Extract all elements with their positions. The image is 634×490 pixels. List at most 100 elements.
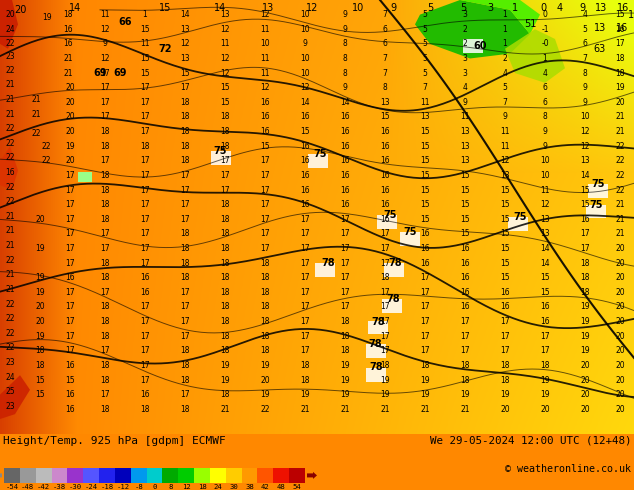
Text: 12: 12 xyxy=(260,83,269,92)
Text: 13: 13 xyxy=(460,156,470,165)
Text: 13: 13 xyxy=(460,127,470,136)
Text: 3: 3 xyxy=(463,69,467,77)
Text: 10: 10 xyxy=(300,10,310,19)
Text: 9: 9 xyxy=(342,24,347,34)
Text: 17: 17 xyxy=(260,156,270,165)
Text: 18: 18 xyxy=(301,361,310,370)
Polygon shape xyxy=(0,146,18,190)
Text: 17: 17 xyxy=(300,302,310,312)
Text: 18: 18 xyxy=(180,112,190,122)
Text: 16: 16 xyxy=(65,273,75,282)
Text: 16: 16 xyxy=(300,156,310,165)
Text: 21: 21 xyxy=(420,405,430,414)
Text: 13: 13 xyxy=(540,215,550,224)
Bar xyxy=(211,151,231,165)
Text: 1: 1 xyxy=(512,3,518,13)
Text: 54: 54 xyxy=(293,484,301,490)
Text: 17: 17 xyxy=(100,83,110,92)
Bar xyxy=(257,468,273,483)
Bar xyxy=(368,320,388,334)
Text: 18: 18 xyxy=(180,361,190,370)
Text: 18: 18 xyxy=(220,215,230,224)
Text: 15: 15 xyxy=(580,200,590,209)
Text: 12: 12 xyxy=(182,484,191,490)
Text: 18: 18 xyxy=(220,112,230,122)
Text: 11: 11 xyxy=(100,10,110,19)
Text: 22: 22 xyxy=(615,156,624,165)
Text: 16: 16 xyxy=(300,171,310,180)
Text: 17: 17 xyxy=(140,215,150,224)
Text: 22: 22 xyxy=(5,256,15,265)
Text: 17: 17 xyxy=(140,171,150,180)
Text: 19: 19 xyxy=(500,390,510,399)
Text: 75: 75 xyxy=(592,179,605,189)
Text: 20: 20 xyxy=(615,405,625,414)
Bar xyxy=(289,468,305,483)
Text: 13: 13 xyxy=(220,10,230,19)
Text: 22: 22 xyxy=(5,343,15,352)
Text: 15: 15 xyxy=(420,186,430,195)
Bar xyxy=(273,468,289,483)
Text: 17: 17 xyxy=(100,112,110,122)
Text: 9: 9 xyxy=(302,39,307,49)
Text: 15: 15 xyxy=(420,142,430,150)
Text: 19: 19 xyxy=(580,332,590,341)
Text: 17: 17 xyxy=(300,346,310,355)
Bar xyxy=(508,217,528,231)
Text: 11: 11 xyxy=(540,186,550,195)
Text: 16: 16 xyxy=(460,273,470,282)
Text: 17: 17 xyxy=(140,302,150,312)
Text: 10: 10 xyxy=(580,112,590,122)
Text: 78: 78 xyxy=(369,363,383,372)
Text: 17: 17 xyxy=(420,317,430,326)
Text: 17: 17 xyxy=(540,346,550,355)
Text: 17: 17 xyxy=(260,244,270,253)
Text: 15: 15 xyxy=(420,200,430,209)
Text: 23: 23 xyxy=(5,52,15,61)
Text: 17: 17 xyxy=(100,390,110,399)
Text: 15: 15 xyxy=(420,156,430,165)
Text: 16: 16 xyxy=(300,186,310,195)
Text: 16: 16 xyxy=(65,390,75,399)
Text: 17: 17 xyxy=(340,244,350,253)
Text: 16: 16 xyxy=(340,142,350,150)
Text: 13: 13 xyxy=(460,142,470,150)
Text: 17: 17 xyxy=(380,259,390,268)
Text: 16: 16 xyxy=(580,215,590,224)
Text: 4: 4 xyxy=(543,69,547,77)
Text: 21: 21 xyxy=(5,95,15,104)
Text: 11: 11 xyxy=(500,127,510,136)
Text: 17: 17 xyxy=(140,375,150,385)
Text: 20: 20 xyxy=(5,10,15,19)
Bar xyxy=(226,468,242,483)
Text: 19: 19 xyxy=(65,142,75,150)
Text: 78: 78 xyxy=(371,317,385,326)
Text: 42: 42 xyxy=(261,484,270,490)
Text: 17: 17 xyxy=(65,332,75,341)
Text: 18: 18 xyxy=(615,69,624,77)
Text: 17: 17 xyxy=(420,273,430,282)
Text: 16: 16 xyxy=(380,200,390,209)
Text: 18: 18 xyxy=(140,405,150,414)
Text: 14: 14 xyxy=(300,98,310,107)
Text: 19: 19 xyxy=(340,390,350,399)
Text: 18: 18 xyxy=(220,229,230,238)
Text: 12: 12 xyxy=(540,200,550,209)
Text: 15: 15 xyxy=(540,288,550,297)
Text: 15: 15 xyxy=(460,215,470,224)
Text: 16: 16 xyxy=(380,171,390,180)
Text: 17: 17 xyxy=(65,215,75,224)
Text: 75: 75 xyxy=(213,146,227,156)
Text: 18: 18 xyxy=(615,54,624,63)
Text: 21: 21 xyxy=(340,405,350,414)
Text: 18: 18 xyxy=(100,200,110,209)
Text: 7: 7 xyxy=(423,83,427,92)
Text: 17: 17 xyxy=(300,288,310,297)
Text: 75: 75 xyxy=(514,212,527,222)
Text: 4: 4 xyxy=(503,69,507,77)
Text: 5: 5 xyxy=(423,69,427,77)
Text: 15: 15 xyxy=(65,375,75,385)
Text: 21: 21 xyxy=(460,405,470,414)
Text: 15: 15 xyxy=(420,171,430,180)
Text: 18: 18 xyxy=(580,273,590,282)
